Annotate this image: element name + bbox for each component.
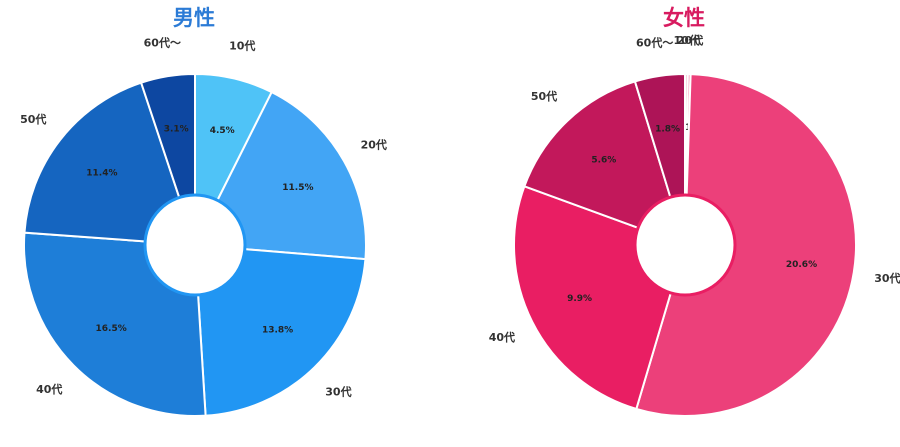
male-category-label-3: 40代 bbox=[36, 382, 62, 396]
female-donut-hole bbox=[633, 193, 737, 297]
male-slice-2 bbox=[193, 243, 367, 417]
female-value-label-5: 1.8% bbox=[655, 124, 680, 134]
female-value-label-2: 20.6% bbox=[786, 260, 817, 270]
female-category-label-0: 10代 bbox=[674, 33, 700, 47]
female-slice-4 bbox=[523, 80, 687, 247]
male-category-label-5: 60代〜 bbox=[144, 36, 181, 50]
female-category-label-1: 20代 bbox=[677, 33, 703, 47]
male-category-label-1: 20代 bbox=[361, 138, 387, 152]
male-value-label-0: 4.5% bbox=[210, 126, 235, 136]
female-value-label-4: 5.6% bbox=[591, 155, 616, 165]
male-chart-title: 男性 bbox=[173, 6, 215, 30]
female-slice-2 bbox=[635, 73, 857, 417]
male-value-label-3: 16.5% bbox=[96, 324, 127, 334]
male-value-label-4: 11.4% bbox=[86, 169, 117, 179]
male-category-label-4: 50代 bbox=[20, 112, 46, 126]
female-category-label-2: 30代 bbox=[874, 271, 900, 285]
female-category-label-3: 40代 bbox=[489, 330, 515, 344]
female-value-label-3: 9.9% bbox=[567, 294, 592, 304]
female-category-label-4: 50代 bbox=[531, 89, 557, 103]
female-category-label-5: 60代〜 bbox=[636, 35, 673, 49]
male-category-label-0: 10代 bbox=[229, 39, 255, 53]
female-donut-chart: 0.1%10代0.1%20代20.6%30代9.9%40代5.6%50代1.8%… bbox=[489, 33, 900, 417]
female-chart-title: 女性 bbox=[663, 6, 705, 30]
male-donut-hole bbox=[143, 193, 247, 297]
male-slice-4 bbox=[23, 81, 197, 247]
male-value-label-1: 11.5% bbox=[282, 183, 313, 193]
male-value-label-2: 13.8% bbox=[262, 325, 293, 335]
male-donut-chart: 4.5% 10代 11.5% 20代 13.8% 30代 16.5% 40代 11.4% 50代 3… bbox=[20, 36, 387, 417]
male-value-label-5: 3.1% bbox=[164, 125, 189, 135]
male-category-label-2: 30代 bbox=[325, 384, 351, 398]
